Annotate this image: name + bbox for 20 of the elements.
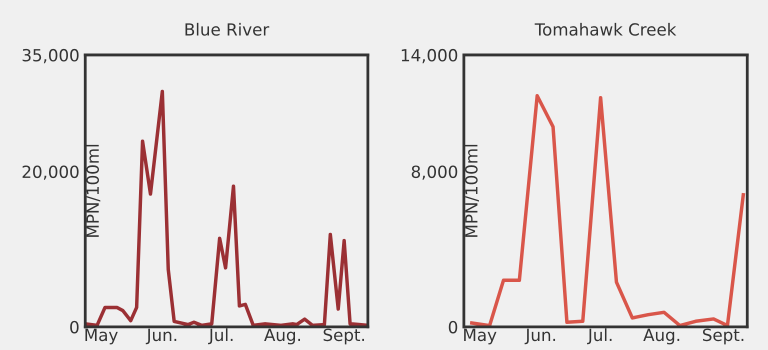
y-tick-label: 35,000 [22, 48, 79, 64]
x-tick-label: Jun. [146, 328, 176, 344]
x-tick-label: Aug. [264, 328, 300, 344]
y-tick-label: 14,000 [402, 48, 458, 64]
chart-title: Tomahawk Creek [534, 22, 676, 36]
x-tick-label: May [85, 328, 118, 344]
x-tick-label: Jul. [208, 328, 233, 344]
x-tick-label: Jul. [587, 328, 612, 344]
y-axis-title: MPN/100ml [86, 144, 100, 237]
y-axis-title: MPN/100ml [464, 144, 479, 237]
y-tick-label: 0 [448, 320, 458, 334]
x-tick-label: Sept. [324, 328, 364, 344]
x-tick-label: Jun. [524, 328, 556, 344]
x-tick-label: Sept. [702, 328, 744, 344]
y-tick-label: 8,000 [412, 165, 458, 180]
x-tick-label: Aug. [643, 328, 680, 344]
chart-title: Blue River [186, 22, 270, 36]
y-tick-label: 0 [70, 320, 79, 334]
y-tick-label: 20,000 [22, 165, 79, 180]
x-tick-label: May [464, 328, 496, 344]
